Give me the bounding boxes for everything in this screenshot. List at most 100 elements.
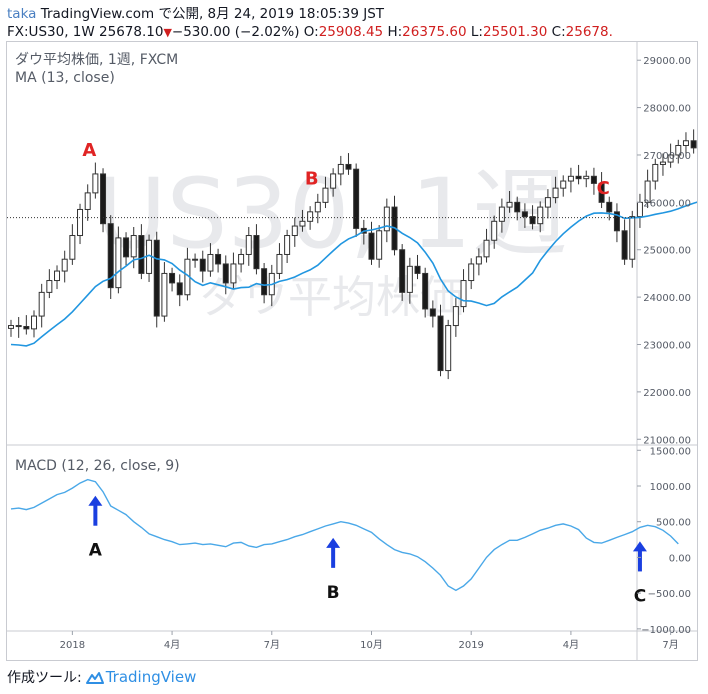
candle-up xyxy=(284,235,291,255)
time-axis[interactable]: 20184月7月10月20194月7月23 xyxy=(60,631,697,651)
candle-up xyxy=(475,256,482,265)
candle-up xyxy=(537,206,544,225)
candle-up xyxy=(322,187,329,203)
open-value: 25908.45 xyxy=(318,24,384,40)
up-arrow-icon xyxy=(632,541,647,552)
candle-up xyxy=(452,306,459,327)
price-tick-label: 28000.00 xyxy=(643,104,691,115)
candle-down xyxy=(598,182,605,203)
macd-panel[interactable]: A B C xyxy=(10,478,679,607)
candle-up xyxy=(330,173,337,189)
candle-up xyxy=(460,280,467,308)
macd-axis[interactable]: −1000.00 −500.00 0.00 500.00 1000.00 1500.00 xyxy=(637,446,691,636)
time-tick-label: 2018 xyxy=(60,640,85,651)
candle-up xyxy=(652,163,659,182)
candle-up xyxy=(445,325,452,372)
candle-up xyxy=(659,161,666,165)
macd-legend: MACD (12, 26, close, 9) xyxy=(15,458,180,474)
candle-up xyxy=(552,187,559,199)
candle-up xyxy=(207,253,214,272)
candle-down xyxy=(437,315,444,372)
annotation-label-a: A xyxy=(82,140,96,161)
watermark-name: ダウ平均株価 xyxy=(200,272,464,323)
chart-title: ダウ平均株価, 1週, FXCM xyxy=(15,52,178,68)
candle-up xyxy=(682,140,689,146)
symbol-interval: FX:US30, 1W xyxy=(7,24,95,40)
candle-down xyxy=(107,223,114,289)
candle-down xyxy=(176,282,183,296)
price-tick-label: 21000.00 xyxy=(643,435,691,446)
candle-up xyxy=(468,263,475,282)
low-label: L: xyxy=(470,24,483,40)
candle-down xyxy=(222,263,229,284)
candle-up xyxy=(636,201,643,218)
price-axis[interactable]: 21000.00 22000.00 23000.00 24000.00 25000.00… xyxy=(637,56,691,446)
macd-annotation-b: B xyxy=(327,583,340,603)
candle-up xyxy=(31,315,38,330)
candle-up xyxy=(46,280,53,293)
price-tick-label: 26000.00 xyxy=(643,198,691,209)
macd-tick-label: 1000.00 xyxy=(650,482,691,493)
user-name[interactable]: taka xyxy=(7,6,37,22)
candle-down xyxy=(414,265,421,274)
macd-annotation-a: A xyxy=(89,541,103,561)
tradingview-logo-icon xyxy=(85,672,104,684)
candle-up xyxy=(38,291,45,317)
candle-down xyxy=(606,201,613,213)
macd-tick-label: 500.00 xyxy=(656,518,691,529)
ma-legend: MA (13, close) xyxy=(15,70,115,86)
candle-up xyxy=(629,216,636,260)
candle-up xyxy=(560,180,567,189)
grid xyxy=(7,42,697,660)
candle-down xyxy=(690,140,697,149)
last-price: 25678.10 xyxy=(99,24,164,40)
open-label: O: xyxy=(303,24,319,40)
high-label: H: xyxy=(387,24,403,40)
candle-up xyxy=(406,265,413,293)
macd-line xyxy=(10,478,679,592)
candle-down xyxy=(368,232,375,260)
time-tick-label: 4月 xyxy=(164,639,180,651)
candle-down xyxy=(613,211,620,232)
candle-up xyxy=(245,235,252,255)
low-value: 25501.30 xyxy=(482,24,548,40)
candle-down xyxy=(138,235,145,274)
candle-up xyxy=(314,201,321,213)
price-panel[interactable]: A B C xyxy=(7,129,708,380)
candle-up xyxy=(675,145,682,156)
candle-up xyxy=(230,263,237,284)
macd-tick-label: 1500.00 xyxy=(650,446,691,457)
macd-tick-label: 0.00 xyxy=(669,553,691,564)
macd-tick-label: −500.00 xyxy=(648,589,691,600)
candle-up xyxy=(92,173,99,194)
candle-up xyxy=(54,270,61,282)
candle-up xyxy=(567,175,574,182)
candle-down xyxy=(429,308,436,317)
candle-up xyxy=(61,258,68,272)
price-tick-label: 29000.00 xyxy=(643,56,691,67)
candle-up xyxy=(291,225,298,237)
candle-down xyxy=(353,168,360,229)
candle-up xyxy=(192,258,199,261)
candle-up xyxy=(383,206,390,232)
candle-up xyxy=(84,192,91,210)
candle-up xyxy=(130,235,137,258)
macd-annotation-c: C xyxy=(634,586,646,606)
candle-up xyxy=(77,208,84,237)
candle-up xyxy=(8,325,14,329)
candle-down xyxy=(100,173,107,225)
candle-down xyxy=(215,253,222,265)
symbol-line: FX:US30, 1W 25678.10▼−530.00 (−2.02%) O:… xyxy=(7,24,613,41)
price-tick-label: 23000.00 xyxy=(643,341,691,352)
time-tick-label: 10月 xyxy=(360,639,383,651)
candle-down xyxy=(621,230,628,260)
price-tick-label: 25000.00 xyxy=(643,246,691,257)
candle-up xyxy=(583,175,590,180)
chart-canvas[interactable]: US30, 1週 ダウ平均株価 AB C AB C 21000.0022000.00… xyxy=(7,42,708,660)
price-tick-label: 24000.00 xyxy=(643,293,691,304)
brand-name[interactable]: TradingView xyxy=(105,668,197,686)
candle-up xyxy=(115,237,122,289)
candle-down xyxy=(253,235,260,270)
candle-up xyxy=(506,201,513,208)
